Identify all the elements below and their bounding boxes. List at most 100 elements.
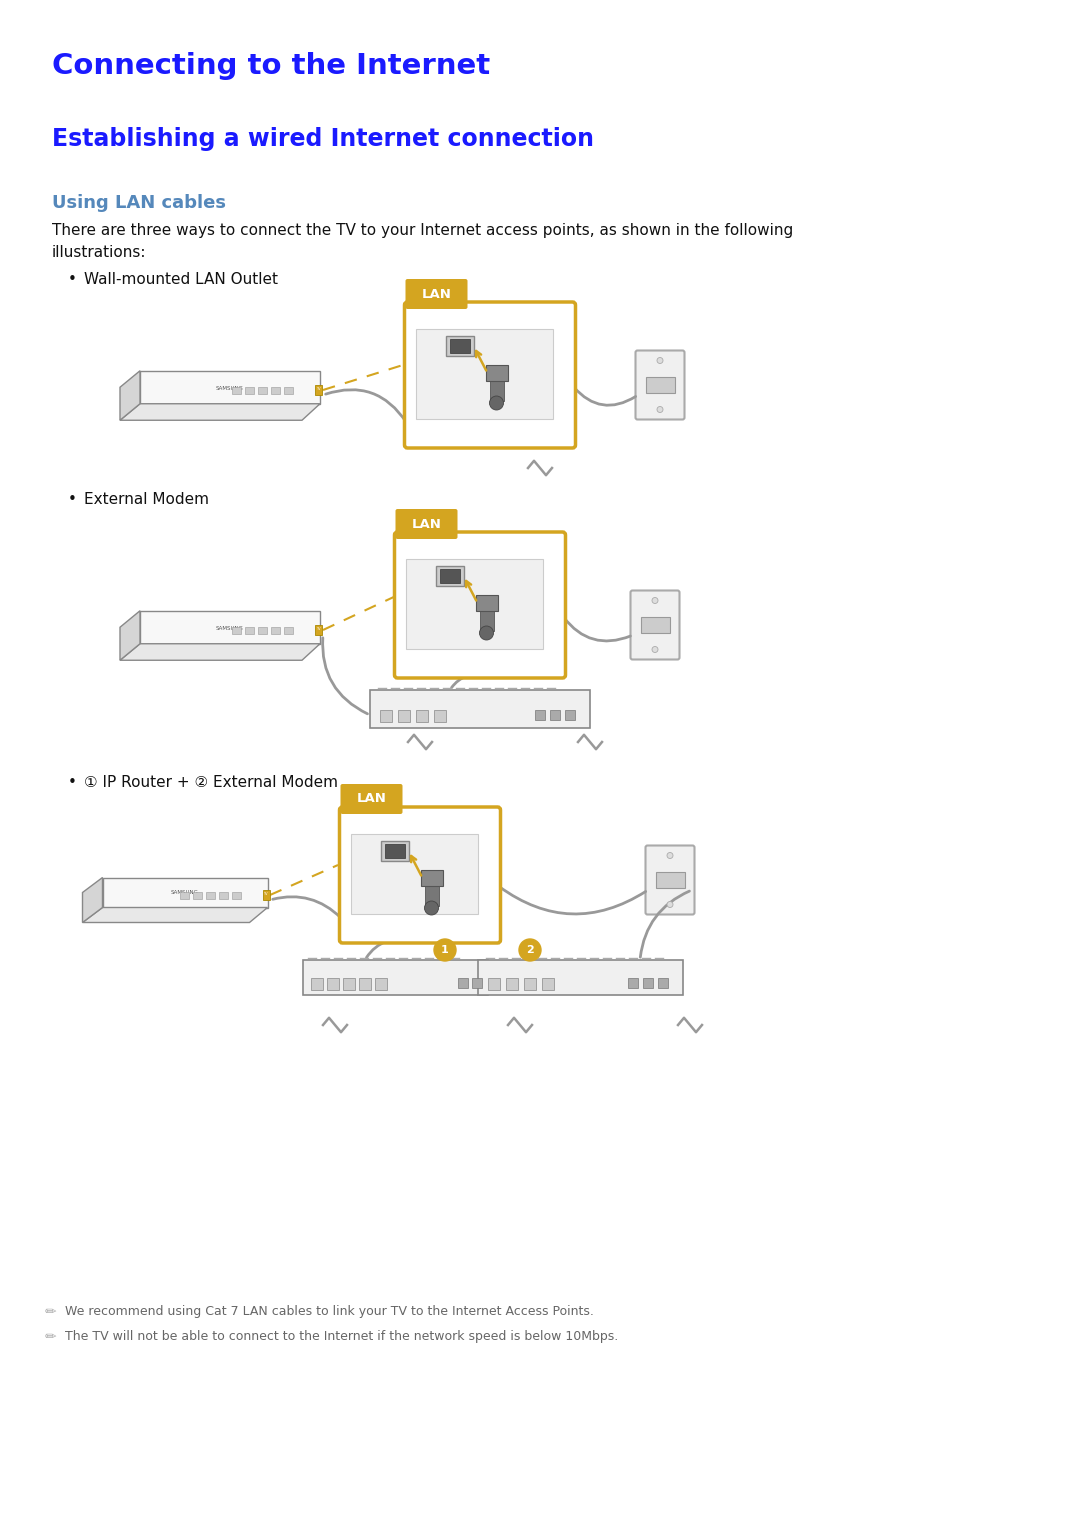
Bar — [232, 628, 241, 634]
Bar — [245, 628, 254, 634]
Bar — [487, 977, 499, 989]
Text: LAN: LAN — [356, 793, 387, 806]
Bar — [565, 710, 575, 719]
Circle shape — [434, 939, 456, 960]
Bar — [258, 628, 267, 634]
Circle shape — [424, 901, 438, 915]
Polygon shape — [351, 834, 477, 915]
Text: SAMSUNG: SAMSUNG — [216, 385, 244, 391]
Bar — [420, 870, 443, 886]
Bar — [258, 386, 267, 394]
FancyBboxPatch shape — [339, 806, 500, 944]
Bar — [658, 977, 667, 988]
Bar — [232, 386, 241, 394]
Circle shape — [480, 626, 494, 640]
Polygon shape — [82, 907, 268, 922]
Text: LAN: LAN — [421, 287, 451, 301]
Bar — [271, 386, 280, 394]
Bar — [205, 892, 215, 899]
Bar — [271, 628, 280, 634]
Text: TV: TV — [315, 386, 321, 391]
FancyBboxPatch shape — [635, 351, 685, 420]
Polygon shape — [120, 644, 320, 660]
Bar — [541, 977, 554, 989]
Bar — [384, 844, 405, 858]
Bar — [458, 977, 468, 988]
Text: Connecting to the Internet: Connecting to the Internet — [52, 52, 490, 79]
Bar — [399, 710, 410, 722]
Text: ✏: ✏ — [44, 1330, 56, 1344]
Text: 1: 1 — [441, 945, 449, 954]
FancyBboxPatch shape — [646, 846, 694, 915]
Text: Using LAN cables: Using LAN cables — [52, 194, 226, 212]
Bar — [179, 892, 189, 899]
Bar — [477, 960, 683, 996]
Circle shape — [657, 357, 663, 363]
Bar — [435, 567, 463, 586]
Polygon shape — [82, 878, 103, 922]
Text: •: • — [68, 776, 77, 789]
Circle shape — [667, 901, 673, 907]
Bar — [480, 609, 494, 631]
Text: illustrations:: illustrations: — [52, 244, 147, 260]
Bar — [535, 710, 545, 719]
Bar — [416, 710, 428, 722]
Polygon shape — [416, 328, 553, 418]
FancyBboxPatch shape — [405, 302, 576, 447]
Bar — [302, 960, 487, 996]
Text: •: • — [68, 492, 77, 507]
Polygon shape — [140, 371, 320, 403]
Text: TV: TV — [315, 628, 321, 631]
Polygon shape — [120, 611, 140, 660]
Bar — [475, 596, 498, 611]
Bar — [446, 336, 473, 356]
Bar — [505, 977, 517, 989]
Text: There are three ways to connect the TV to your Internet access points, as shown : There are three ways to connect the TV t… — [52, 223, 793, 238]
Text: ① IP Router + ② External Modem: ① IP Router + ② External Modem — [84, 776, 338, 789]
Bar — [380, 841, 408, 861]
Text: SAMSUNG: SAMSUNG — [216, 626, 244, 631]
Bar — [449, 339, 470, 353]
Bar — [434, 710, 446, 722]
Bar — [489, 379, 503, 402]
Circle shape — [489, 395, 503, 411]
Bar — [245, 386, 254, 394]
Bar — [656, 872, 685, 889]
FancyBboxPatch shape — [394, 531, 566, 678]
Polygon shape — [103, 878, 268, 907]
Circle shape — [657, 406, 663, 412]
Bar — [326, 977, 338, 989]
Bar — [643, 977, 652, 988]
Bar — [370, 690, 590, 728]
Bar — [524, 977, 536, 989]
Bar — [342, 977, 354, 989]
Text: Establishing a wired Internet connection: Establishing a wired Internet connection — [52, 127, 594, 151]
Text: Wall-mounted LAN Outlet: Wall-mounted LAN Outlet — [84, 272, 278, 287]
Bar — [262, 890, 270, 899]
FancyBboxPatch shape — [340, 783, 403, 814]
Bar — [284, 628, 293, 634]
Bar — [315, 385, 322, 395]
Bar — [486, 365, 508, 382]
Bar — [550, 710, 561, 719]
Text: ✏: ✏ — [44, 1306, 56, 1319]
Text: The TV will not be able to connect to the Internet if the network speed is below: The TV will not be able to connect to th… — [65, 1330, 618, 1344]
Circle shape — [519, 939, 541, 960]
Bar — [646, 377, 675, 392]
Polygon shape — [140, 611, 320, 644]
Bar — [440, 570, 459, 583]
Text: TV: TV — [264, 892, 268, 896]
Bar — [231, 892, 241, 899]
Text: 2: 2 — [526, 945, 534, 954]
FancyBboxPatch shape — [395, 508, 458, 539]
Bar — [627, 977, 637, 988]
Text: LAN: LAN — [411, 518, 442, 530]
Polygon shape — [120, 371, 140, 420]
Text: We recommend using Cat 7 LAN cables to link your TV to the Internet Access Point: We recommend using Cat 7 LAN cables to l… — [65, 1306, 594, 1318]
Polygon shape — [405, 559, 542, 649]
Bar — [380, 710, 392, 722]
Text: External Modem: External Modem — [84, 492, 210, 507]
Bar — [375, 977, 387, 989]
FancyBboxPatch shape — [631, 591, 679, 660]
Circle shape — [667, 852, 673, 858]
